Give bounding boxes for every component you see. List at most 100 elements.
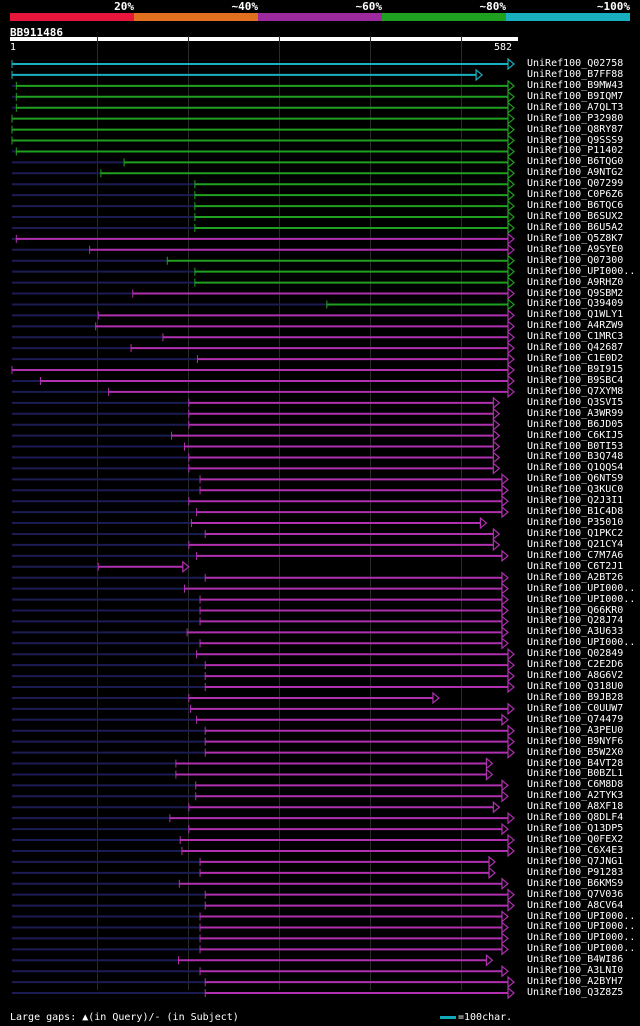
hit-name[interactable]: UniRef100_A2BYH7: [527, 976, 624, 988]
hit-name[interactable]: UniRef100_Q7XYM8: [527, 385, 624, 397]
hit-name[interactable]: UniRef100_Q9SSS9: [527, 134, 624, 146]
hit-name[interactable]: UniRef100_UPI000..: [527, 593, 636, 605]
hit-name[interactable]: UniRef100_B9MW43: [527, 79, 624, 91]
hit-name[interactable]: UniRef100_B3Q748: [527, 451, 624, 463]
hit-name[interactable]: UniRef100_B0BZL1: [527, 768, 624, 780]
hit-name[interactable]: UniRef100_A9SYE0: [527, 243, 624, 255]
hit-name[interactable]: UniRef100_B1C4D8: [527, 506, 624, 518]
hit-name[interactable]: UniRef100_A4RZW9: [527, 320, 624, 332]
hit-name[interactable]: UniRef100_B0TI53: [527, 440, 624, 452]
hit-name[interactable]: UniRef100_Q02758: [527, 58, 624, 69]
hit-name[interactable]: UniRef100_Q1QQS4: [527, 462, 624, 474]
hit-name[interactable]: UniRef100_B4VT28: [527, 757, 624, 769]
hit-name[interactable]: UniRef100_B6JD05: [527, 418, 624, 430]
hit-name[interactable]: UniRef100_P91283: [527, 866, 624, 878]
hit-name[interactable]: UniRef100_C0P6Z6: [527, 189, 624, 201]
hit-name[interactable]: UniRef100_Q8RY87: [527, 123, 624, 135]
hit-name[interactable]: UniRef100_Q13DP5: [527, 823, 624, 835]
hit-name[interactable]: UniRef100_Q3SVI5: [527, 396, 624, 408]
hit-name[interactable]: UniRef100_Q1WLY1: [527, 309, 624, 321]
hit-name[interactable]: UniRef100_Q0FEX2: [527, 834, 624, 846]
hit-name[interactable]: UniRef100_UPI000..: [527, 265, 636, 277]
hit-name[interactable]: UniRef100_B9IQM7: [527, 90, 624, 102]
hit-name[interactable]: UniRef100_Q5Z8K7: [527, 232, 624, 244]
hit-name[interactable]: UniRef100_UPI000..: [527, 932, 636, 944]
hit-name[interactable]: UniRef100_A8G6V2: [527, 670, 624, 682]
hit-name[interactable]: UniRef100_A2TYK3: [527, 790, 624, 802]
hit-name[interactable]: UniRef100_Q2J3I1: [527, 495, 624, 507]
hit-name[interactable]: UniRef100_C2E2D6: [527, 659, 624, 671]
hit-name[interactable]: UniRef100_B9I915: [527, 364, 624, 376]
hit-name[interactable]: UniRef100_Q8DLF4: [527, 812, 624, 824]
hit-name[interactable]: UniRef100_Q74479: [527, 713, 624, 725]
hit-name[interactable]: UniRef100_Q9SBM2: [527, 287, 624, 299]
hit-end-arrow: [507, 90, 515, 104]
hit-name[interactable]: UniRef100_Q39409: [527, 298, 624, 310]
hit-name[interactable]: UniRef100_Q318U0: [527, 681, 624, 692]
hit-name[interactable]: UniRef100_Q42687: [527, 342, 624, 354]
hit-name[interactable]: UniRef100_Q66KR0: [527, 604, 624, 616]
hit-name[interactable]: UniRef100_Q07300: [527, 254, 624, 266]
hit-end-arrow: [507, 101, 515, 115]
hit-end-arrow: [507, 735, 515, 748]
hit-name[interactable]: UniRef100_UPI000..: [527, 921, 636, 933]
hit-name[interactable]: UniRef100_B5W2X0: [527, 746, 624, 758]
hit-name[interactable]: UniRef100_P35010: [527, 517, 624, 529]
hit-name[interactable]: UniRef100_Q28J74: [527, 615, 624, 627]
hit-name[interactable]: UniRef100_A9NTG2: [527, 167, 624, 179]
hit-name[interactable]: UniRef100_B6KMS9: [527, 877, 624, 889]
legend-color-bar: [382, 13, 506, 21]
hit-name[interactable]: UniRef100_B6TQC6: [527, 200, 624, 212]
hit-name[interactable]: UniRef100_P32980: [527, 112, 624, 124]
hit-name[interactable]: UniRef100_Q6NTS9: [527, 473, 624, 485]
hit-name[interactable]: UniRef100_C6KIJ5: [527, 429, 624, 441]
hit-end-arrow: [507, 199, 515, 213]
hit-end-arrow: [507, 276, 515, 289]
hit-name[interactable]: UniRef100_UPI000..: [527, 582, 636, 594]
hit-name[interactable]: UniRef100_C6X4E3: [527, 844, 624, 856]
hit-name[interactable]: UniRef100_B6TQG0: [527, 156, 624, 168]
hit-name[interactable]: UniRef100_A9RHZ0: [527, 276, 624, 288]
hit-name[interactable]: UniRef100_Q7V036: [527, 888, 624, 900]
hit-name[interactable]: UniRef100_B4WI86: [527, 954, 624, 966]
hit-name[interactable]: UniRef100_B6U5A2: [527, 221, 624, 233]
hit-name[interactable]: UniRef100_A7QLT3: [527, 101, 624, 113]
hit-name[interactable]: UniRef100_C6M8D8: [527, 779, 624, 791]
hit-name[interactable]: UniRef100_C7M7A6: [527, 549, 624, 561]
hit-name[interactable]: UniRef100_A3PEU0: [527, 724, 624, 736]
hit-name[interactable]: UniRef100_Q21CY4: [527, 538, 624, 550]
hit-name[interactable]: UniRef100_A8CV64: [527, 899, 624, 911]
hit-name[interactable]: UniRef100_C1MRC3: [527, 331, 624, 343]
hit-name[interactable]: UniRef100_C6T2J1: [527, 560, 624, 572]
hit-name[interactable]: UniRef100_A2BT26: [527, 571, 624, 583]
query-id: BB911486: [10, 26, 63, 39]
hit-end-arrow: [507, 221, 515, 235]
hit-name[interactable]: UniRef100_UPI000..: [527, 637, 636, 649]
hit-end-arrow: [501, 779, 509, 792]
hit-name[interactable]: UniRef100_Q07299: [527, 178, 624, 190]
hit-name[interactable]: UniRef100_B9SBC4: [527, 374, 624, 386]
hit-name[interactable]: UniRef100_UPI000..: [527, 910, 636, 922]
hit-name[interactable]: UniRef100_Q02849: [527, 648, 624, 660]
hit-end-arrow: [485, 953, 494, 967]
hit-name[interactable]: UniRef100_B6SUX2: [527, 211, 624, 223]
hit-name[interactable]: UniRef100_A3WR99: [527, 407, 624, 419]
hit-name[interactable]: UniRef100_A8XF18: [527, 801, 624, 813]
hit-end-arrow: [492, 527, 501, 541]
hit-name[interactable]: UniRef100_Q3Z8Z5: [527, 987, 624, 999]
hit-name[interactable]: UniRef100_P11402: [527, 145, 624, 157]
hit-name[interactable]: UniRef100_C1E0D2: [527, 353, 624, 365]
hit-name[interactable]: UniRef100_Q3KUC0: [527, 484, 624, 496]
hit-name[interactable]: UniRef100_UPI000..: [527, 943, 636, 955]
hit-end-arrow: [507, 79, 515, 93]
legend-label: ~100%: [596, 0, 630, 13]
hit-name[interactable]: UniRef100_C0UUW7: [527, 702, 624, 714]
hit-name[interactable]: UniRef100_Q1PKC2: [527, 527, 624, 539]
hit-end-arrow: [501, 964, 509, 978]
hit-name[interactable]: UniRef100_B9NYF6: [527, 735, 624, 747]
hit-name[interactable]: UniRef100_B7FF88: [527, 68, 624, 80]
hit-name[interactable]: UniRef100_Q7JNG1: [527, 855, 624, 867]
hit-name[interactable]: UniRef100_A3LNI0: [527, 965, 624, 977]
hit-name[interactable]: UniRef100_B9JB28: [527, 691, 624, 703]
hit-name[interactable]: UniRef100_A3U633: [527, 626, 624, 638]
